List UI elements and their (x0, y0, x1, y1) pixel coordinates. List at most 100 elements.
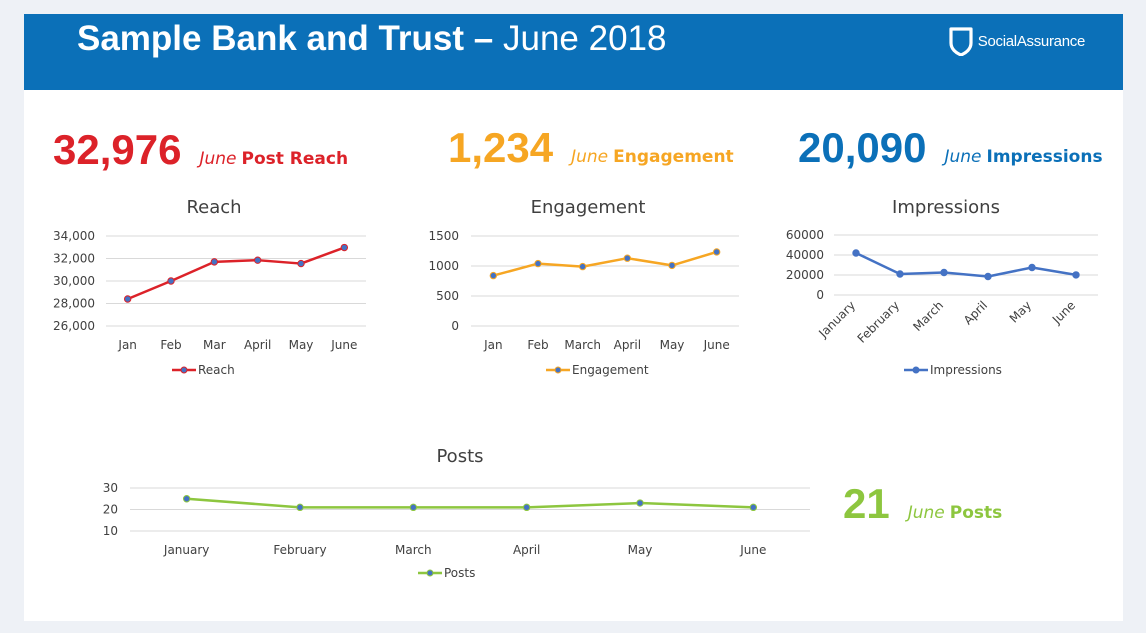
kpi-reach-value: 32,976 (53, 126, 182, 173)
y-tick-label: 26,000 (53, 319, 95, 333)
header-bar: Sample Bank and Trust – June 2018 Social… (24, 14, 1123, 90)
legend-marker (426, 569, 434, 577)
data-point (297, 259, 305, 268)
series-line (855, 251, 1077, 278)
x-tick-label: May (660, 338, 685, 352)
series-line (186, 497, 754, 509)
data-point (123, 295, 132, 303)
x-tick-label: April (244, 338, 271, 352)
legend-marker (554, 366, 562, 374)
x-tick-label: Jan (483, 338, 503, 352)
kpi-reach-caption: Post Reach (241, 149, 349, 169)
data-point (253, 256, 262, 264)
x-tick-label: May (289, 338, 314, 352)
y-tick-label: 30,000 (53, 274, 95, 288)
legend-label: Impressions (930, 363, 1002, 377)
kpi-reach-month: June (199, 149, 237, 169)
data-point (167, 277, 175, 285)
kpi-impressions-caption: Impressions (986, 147, 1103, 167)
kpi-reach-label: June Post Reach (199, 149, 348, 169)
x-tick-label: February (273, 543, 326, 557)
y-tick-label: 34,000 (53, 229, 95, 243)
kpi-engagement-caption: Engagement (613, 147, 734, 167)
y-tick-label: 1500 (428, 229, 459, 243)
x-tick-label: April (614, 338, 641, 352)
kpi-posts-caption: Posts (949, 503, 1003, 523)
kpi-impressions: 20,090 June Impressions (798, 124, 1103, 172)
y-tick-label: 1000 (428, 259, 459, 273)
data-point (534, 259, 542, 268)
x-tick-label: May (1007, 298, 1034, 325)
data-point (296, 503, 304, 512)
chart-title: Posts (436, 446, 483, 467)
chart-title: Reach (186, 197, 241, 218)
title-period: June 2018 (502, 19, 667, 58)
data-point (623, 254, 632, 262)
data-point (712, 248, 721, 256)
chart-posts: Posts 10 20 30 January February March April May J… (103, 446, 810, 580)
brand-name: SocialAssurance (977, 32, 1086, 50)
x-tick-label: Feb (160, 338, 181, 352)
data-point (940, 268, 948, 277)
x-tick-label: January (163, 543, 210, 557)
kpi-posts: 21 June Posts (843, 480, 1002, 528)
chart-title: Engagement (531, 197, 646, 218)
x-tick-label: Jan (117, 338, 137, 352)
kpi-engagement-label: June Engagement (571, 147, 734, 167)
x-tick-label: Mar (203, 338, 226, 352)
kpi-posts-value: 21 (843, 480, 890, 527)
data-point (409, 503, 418, 512)
x-tick-label: April (513, 543, 540, 557)
y-tick-label: 10 (103, 524, 118, 538)
data-point (522, 503, 531, 512)
data-point (489, 271, 498, 280)
page-title: Sample Bank and Trust – June 2018 (77, 19, 666, 59)
data-point (1028, 263, 1036, 272)
legend-label: Reach (198, 363, 235, 377)
y-tick-label: 0 (451, 319, 459, 333)
x-tick-label: March (564, 338, 601, 352)
y-tick-label: 30 (103, 481, 118, 495)
series-line (493, 250, 718, 277)
y-tick-label: 40000 (786, 248, 824, 262)
x-tick-label: March (910, 298, 946, 334)
data-point (182, 495, 191, 503)
x-tick-label: February (855, 298, 903, 346)
x-tick-label: Feb (527, 338, 548, 352)
kpi-impressions-value: 20,090 (798, 124, 927, 171)
y-tick-label: 0 (816, 288, 824, 302)
x-tick-label: June (330, 338, 357, 352)
kpi-impressions-month: June (944, 147, 982, 167)
data-point (984, 272, 992, 281)
x-tick-label: May (628, 543, 653, 557)
title-bank-name: Sample Bank and Trust – (77, 19, 494, 58)
y-tick-label: 32,000 (53, 252, 95, 266)
kpi-engagement-month: June (571, 147, 609, 167)
legend-marker (912, 366, 920, 374)
data-point (749, 503, 758, 512)
y-tick-label: 20 (103, 503, 118, 517)
chart-reach: Reach 26,000 28,000 30,000 32,000 34,000 Jan Fe… (53, 197, 366, 377)
legend-marker (180, 366, 188, 374)
x-tick-label: June (703, 338, 730, 352)
kpi-posts-month: June (907, 503, 945, 523)
legend-label: Posts (444, 566, 475, 580)
kpi-reach: 32,976 June Post Reach (53, 126, 348, 174)
x-tick-label: April (961, 298, 990, 327)
y-tick-label: 60000 (786, 228, 824, 242)
chart-impressions: Impressions 0 20000 40000 60000 JanuaryFebrua… (786, 197, 1098, 377)
brand-logo: SocialAssurance (949, 24, 1085, 58)
data-point (1072, 271, 1080, 279)
series-line (127, 246, 345, 301)
data-point (210, 258, 219, 266)
kpi-engagement: 1,234 June Engagement (448, 124, 734, 172)
kpi-engagement-value: 1,234 (448, 124, 554, 171)
kpi-posts-label: June Posts (908, 503, 1003, 523)
x-tick-label: January (815, 298, 858, 341)
chart-title: Impressions (892, 197, 1000, 218)
data-point (578, 262, 587, 271)
data-point (340, 243, 349, 252)
kpi-impressions-label: June Impressions (944, 147, 1102, 167)
chart-engagement: Engagement 0 500 1000 1500 Jan Feb March April Ma… (428, 197, 739, 377)
